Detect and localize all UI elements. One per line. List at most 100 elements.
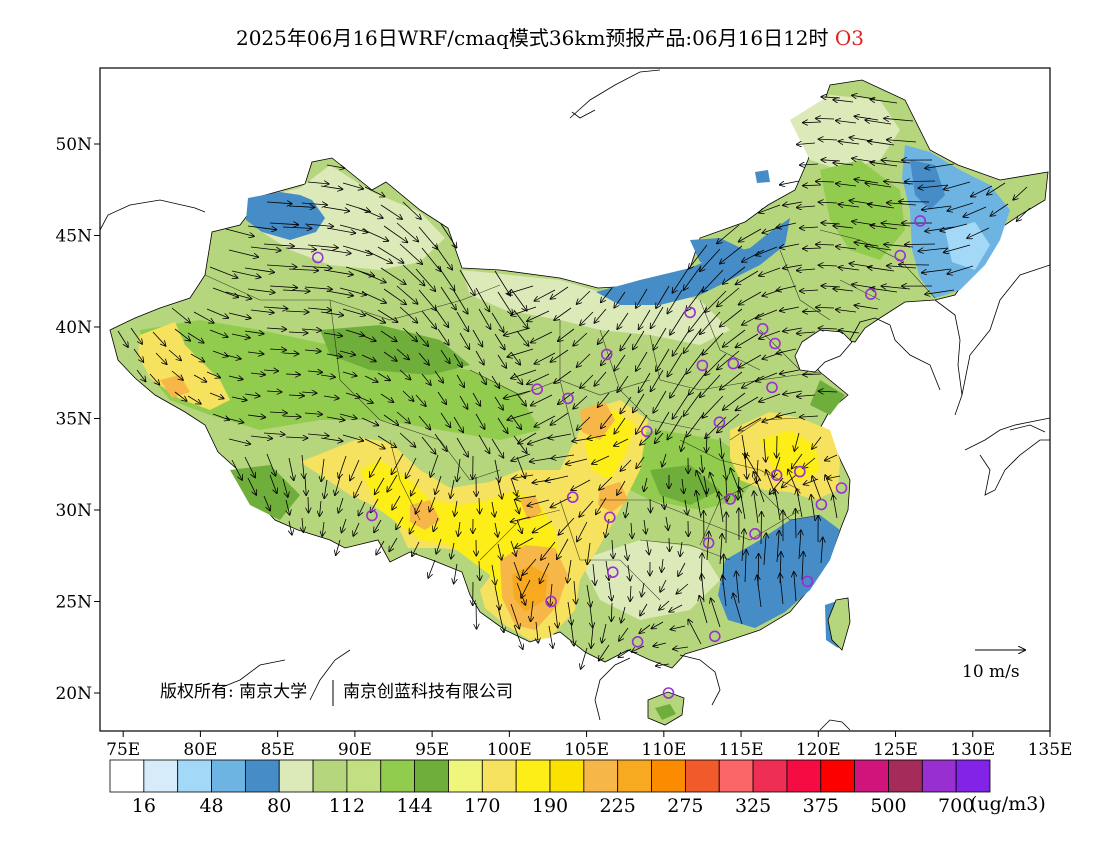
wind-arrow [839,330,860,333]
wind-arrow [286,499,290,515]
wind-arrow [761,512,762,545]
wind-arrow [833,495,838,519]
wind-arrow [410,520,417,534]
wind-arrow [510,288,527,311]
wind-arrow [803,311,822,312]
wind-arrow [803,374,822,375]
wind-arrow [521,579,531,598]
wind-arrow [383,351,397,361]
wind-arrow [754,491,759,524]
wind-arrow [497,606,504,632]
wind-arrow [415,268,435,291]
lon-tick-label: 115E [719,740,764,760]
wind-arrow [433,517,439,531]
wind-arrow [456,437,468,457]
wind-arrow [1017,207,1031,221]
wind-arrow [573,395,588,409]
wind-arrow [497,480,502,499]
wind-arrow [887,140,917,142]
wind-arrow [130,327,142,344]
wind-arrow [301,392,317,393]
station-marker [815,498,828,511]
wind-arrow [497,417,508,433]
wind-arrow [342,308,365,315]
station-marker [600,348,613,361]
wind-arrow [586,584,591,607]
wind-arrow [555,604,558,628]
colorbar-swatch [278,759,314,793]
wind-arrow [380,330,397,341]
wind-arrow [231,459,242,480]
wind-arrow [700,311,721,334]
wind-arrow [656,664,670,666]
wind-arrow [282,353,298,354]
wind-arrow [324,479,327,498]
wind-arrow [899,202,930,203]
wind-arrow [819,391,838,392]
wind-arrow [541,541,556,560]
colorbar-swatch [854,759,889,793]
wind-arrow [802,552,803,581]
wind-arrow [380,204,402,219]
wind-arrow [209,329,228,337]
wind-arrow [579,500,594,517]
wind-arrow [653,390,667,413]
wind-arrow [364,249,392,263]
wind-arrow [494,396,503,410]
wind-arrow [1013,186,1028,200]
lat-tick-label: 20N [55,684,92,704]
wind-arrow [358,270,386,282]
wind-arrow [770,477,784,494]
wind-arrow [550,583,552,606]
wind-arrow [702,574,704,603]
lon-tick-label: 120E [796,740,841,760]
wind-arrow [773,456,781,477]
wind-arrow [212,413,229,420]
wind-arrow [507,348,534,357]
wind-arrow [231,397,247,400]
wind-arrow [720,308,743,327]
lon-tick-label: 85E [261,740,295,760]
wind-arrow [987,182,1006,195]
neighbour-coastlines [100,69,1050,731]
wind-arrow [653,643,667,646]
title-text: 2025年06月16日WRF/cmaq模式36km预报产品:06月16日12时 [235,26,829,50]
wind-arrow [527,310,550,321]
wind-arrow [673,331,689,356]
wind-arrow [821,538,823,564]
wind-arrow [412,541,420,556]
wind-arrow [722,576,727,607]
wind-arrow [152,331,166,346]
colorbar-swatch [684,759,720,793]
wind-arrow [940,223,968,231]
station-marker [801,575,814,588]
wind-arrow [380,267,406,284]
station-marker [770,469,783,482]
wind-arrow [288,395,304,396]
wind-arrow [839,204,860,207]
wind-arrow [304,287,332,289]
wind-arrow [639,309,651,329]
bohai-sea [794,329,853,373]
wind-arrow [530,457,553,462]
wind-arrow [800,227,819,228]
wind-arrow [628,564,630,580]
wind-arrow [833,289,854,291]
wind-arrow [825,475,835,498]
wind-arrow [358,207,383,218]
wind-arrow [491,375,499,388]
wind-arrow [644,519,646,534]
wind-arrow [706,433,707,452]
wind-arrow [396,348,409,359]
wind-arrow [736,333,759,347]
wind-arrow [780,180,800,185]
wind-arrow [759,204,781,213]
colorbar-label: 500 [870,795,906,817]
wind-arrow [799,531,801,560]
wind-arrow [636,288,648,308]
wind-arrow [836,310,857,313]
wind-arrow [516,519,522,533]
wind-arrow [244,267,274,272]
wind-arrow [653,327,667,350]
wind-arrow [644,477,647,491]
